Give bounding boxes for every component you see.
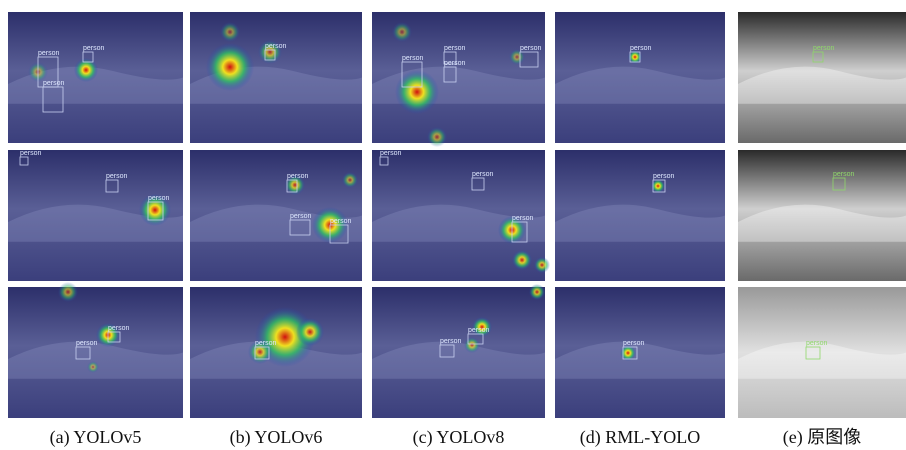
- detection-label: person: [512, 215, 534, 222]
- caption: (a) YOLOv5: [50, 427, 142, 448]
- detection-label: person: [20, 150, 42, 157]
- image-panel: person person person: [8, 12, 183, 143]
- heat-blob: [58, 282, 78, 302]
- heat-blob: [296, 318, 324, 346]
- detection-label: person: [330, 218, 352, 225]
- detection-label: person: [38, 50, 60, 57]
- detection-label: person: [468, 327, 490, 334]
- caption: (b) YOLOv6: [230, 427, 323, 448]
- detection-label: person: [630, 45, 652, 52]
- image-panel: person person person person: [372, 12, 545, 147]
- caption: (d) RML-YOLO: [580, 427, 700, 448]
- detection-label: person: [444, 60, 466, 67]
- heat-blob: [206, 43, 254, 91]
- heat-blob: [74, 58, 98, 82]
- detection-label: person: [108, 325, 130, 332]
- image-panel: person: [738, 287, 906, 418]
- detection-label: person: [806, 340, 828, 347]
- detection-label: person: [106, 173, 128, 180]
- heat-blob: [512, 250, 532, 270]
- image-panel: person: [555, 12, 725, 143]
- image-panel: person person person: [190, 150, 362, 281]
- detection-label: person: [520, 45, 542, 52]
- detection-label: person: [255, 340, 277, 347]
- detection-label: person: [76, 340, 98, 347]
- image-panel: person: [190, 287, 362, 418]
- image-panel: person person person: [372, 150, 550, 281]
- image-panel: person person: [8, 282, 183, 418]
- detection-label: person: [290, 213, 312, 220]
- heat-blob: [342, 172, 358, 188]
- detection-label: person: [472, 171, 494, 178]
- detection-label: person: [287, 173, 309, 180]
- detection-label: person: [653, 173, 675, 180]
- detection-label: person: [148, 195, 170, 202]
- heat-blob: [392, 22, 412, 42]
- heat-blob: [529, 284, 545, 300]
- detection-label: person: [623, 340, 645, 347]
- heat-blob: [87, 361, 99, 373]
- caption: (c) YOLOv8: [413, 427, 505, 448]
- heat-blob: [427, 127, 447, 147]
- image-panel: person person: [372, 284, 545, 418]
- heat-blob: [220, 22, 240, 42]
- caption: (e) 原图像: [783, 427, 861, 448]
- image-panel: person: [190, 12, 362, 143]
- detection-label: person: [265, 43, 287, 50]
- figure: personpersonpersonpersonpersonpersonpers…: [0, 0, 906, 450]
- image-panel: person: [738, 12, 906, 143]
- detection-label: person: [813, 45, 835, 52]
- heat-blob: [464, 337, 480, 353]
- detection-label: person: [402, 55, 424, 62]
- image-panel: person: [555, 287, 725, 418]
- detection-label: person: [444, 45, 466, 52]
- detection-label: person: [833, 171, 855, 178]
- image-panel: person: [555, 150, 725, 281]
- image-panel: person person person: [8, 150, 183, 281]
- detection-label: person: [440, 338, 462, 345]
- detection-label: person: [380, 150, 402, 157]
- detection-label: person: [83, 45, 105, 52]
- heat-blob: [534, 257, 550, 273]
- detection-label: person: [43, 80, 65, 87]
- image-panel: person: [738, 150, 906, 281]
